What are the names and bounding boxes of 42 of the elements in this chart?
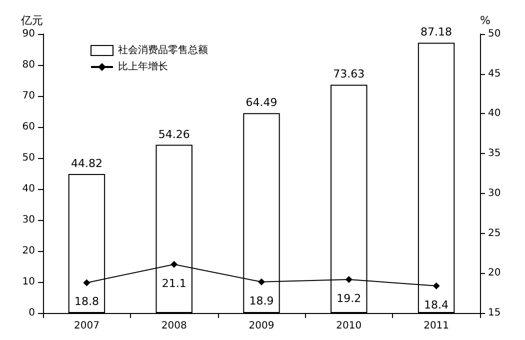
y-tick-label: 80	[22, 60, 35, 70]
data-label: 87.18	[420, 26, 452, 39]
point	[345, 276, 352, 284]
y2-tick-label: 25	[488, 228, 501, 239]
y-tick-label: 60	[22, 122, 35, 132]
y2-tick-label: 35	[488, 148, 501, 160]
y2-tick-label: 20	[488, 268, 501, 279]
point	[432, 282, 440, 290]
y2-axis-title: %	[480, 14, 490, 27]
x-tick-label: 2011	[424, 320, 450, 332]
y2-tick-label: 50	[488, 28, 501, 40]
data-label: 19.2	[336, 292, 362, 306]
data-label: 44.82	[70, 157, 102, 170]
legend-label: 社会消费品零售总额	[118, 44, 208, 56]
y-tick-label: 90	[22, 28, 35, 40]
data-label: 73.63	[333, 68, 365, 81]
x-tick-label: 2010	[336, 320, 362, 332]
y-tick-label: 10	[22, 276, 35, 288]
y-tick-label: 20	[22, 246, 35, 256]
x-tick-label: 2009	[248, 320, 274, 332]
x-tick-label: 2008	[161, 320, 187, 332]
data-label: 18.9	[249, 294, 274, 308]
y2-tick-label: 15	[488, 308, 501, 318]
data-label: 54.26	[158, 128, 190, 141]
point	[170, 260, 178, 268]
data-label: 64.49	[246, 96, 278, 110]
data-label: 21.1	[162, 276, 186, 290]
y-tick-label: 40	[22, 184, 35, 194]
y-tick-label: 30	[22, 214, 35, 226]
data-label: 18.4	[424, 298, 449, 312]
y-tick-label: 0	[28, 308, 35, 318]
y-tick-label: 50	[22, 152, 35, 164]
point	[258, 278, 265, 286]
x-tick-label: 2007	[74, 320, 100, 332]
y2-tick-label: 40	[488, 108, 501, 120]
y-tick-label: 70	[22, 90, 35, 102]
y-axis-title: 亿元	[20, 14, 43, 27]
y2-tick-label: 45	[488, 68, 501, 80]
legend-label: 比上年增长	[118, 60, 168, 72]
y2-tick-label: 30	[488, 188, 501, 199]
point	[83, 279, 90, 286]
data-label: 18.8	[74, 295, 99, 308]
